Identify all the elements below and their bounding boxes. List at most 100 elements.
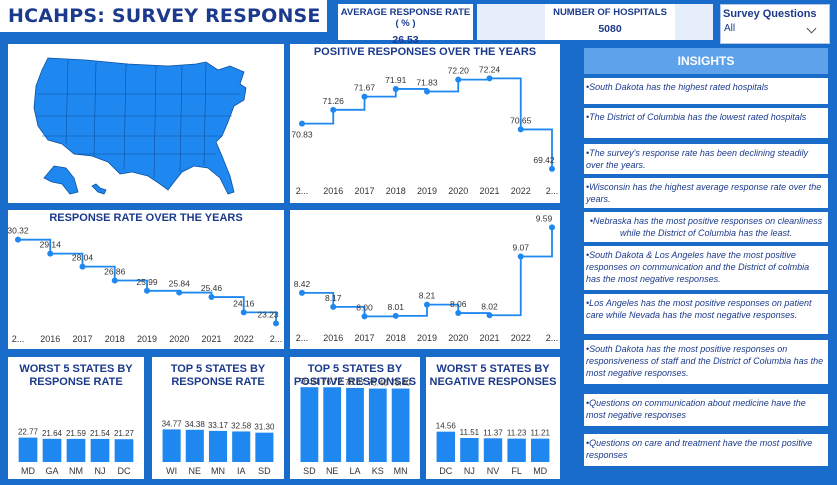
bar-value-label: 22.77 [18, 428, 39, 437]
bar [42, 438, 62, 462]
bar-category-label: NJ [464, 466, 475, 476]
bar [483, 438, 503, 462]
x-tick-label: 2020 [448, 333, 468, 343]
negative-responses-chart: 8.42 8.17 8.00 8.01 8.21 8.06 8.02 9.07 9.59 2...… [294, 213, 559, 343]
bar-category-label: NE [189, 466, 202, 476]
insight-item: •Los Angeles has the most positive respo… [584, 294, 828, 334]
x-tick-label: 2018 [386, 186, 406, 196]
data-point [424, 88, 430, 95]
worst-neg-title: WORST 5 STATES BY NEGATIVE RESPONSES [429, 363, 557, 388]
data-point [79, 263, 86, 270]
survey-questions-slicer[interactable]: Survey Questions All [720, 4, 830, 44]
kpi-hospitals-value: 5080 [598, 23, 622, 35]
bar-value-label: 21.59 [66, 429, 87, 438]
kpi-hospitals-label: NUMBER OF HOSPITALS [553, 7, 667, 18]
x-tick-label: 2019 [137, 334, 157, 344]
x-tick-label: 2022 [234, 334, 254, 344]
x-tick-label: 2019 [417, 333, 437, 343]
data-label: 25.46 [201, 283, 223, 293]
kpi-response-rate: AVERAGE RESPONSE RATE ( % ) 26.53 [338, 4, 473, 46]
data-point [176, 289, 183, 296]
data-label: 24.16 [233, 298, 255, 308]
bar [460, 438, 479, 462]
worst-neg-chart: 14.56 DC 11.51 NJ 11.37 NV 11.23 FL 11.21 MD [436, 422, 551, 476]
bar-value-label: 11.51 [460, 428, 480, 437]
bar [162, 429, 181, 462]
bar-category-label: LA [349, 466, 360, 476]
bar-value-label: 11.21 [530, 429, 550, 438]
positive-responses-chart: 70.83 71.26 71.67 71.91 71.83 72.20 72.24 70.65… [291, 64, 558, 196]
data-label: 71.26 [323, 96, 345, 106]
insights-title: INSIGHTS [584, 48, 828, 74]
worst-neg-panel: WORST 5 STATES BY NEGATIVE RESPONSES 14.… [426, 357, 560, 479]
data-label: 72.20 [448, 66, 470, 76]
data-label: 8.21 [419, 291, 436, 301]
data-point [549, 224, 555, 231]
bar-category-label: NM [69, 466, 83, 476]
bar-value-label: 11.37 [483, 428, 503, 437]
data-label: 8.42 [294, 279, 311, 289]
bar-category-label: IA [237, 466, 246, 476]
bar-category-label: MD [533, 466, 547, 476]
positive-responses-panel: POSITIVE RESPONSES OVER THE YEARS 70.83 7… [290, 44, 560, 203]
bar-value-label: 21.54 [90, 429, 111, 438]
title-panel: HCAHPS: SURVEY RESPONSE [0, 0, 327, 32]
bar [346, 387, 364, 462]
data-label: 72.24 [479, 64, 501, 74]
data-label: 8.00 [356, 302, 373, 312]
data-point [144, 287, 150, 294]
x-tick-label: 2020 [448, 186, 468, 196]
data-label: 29.14 [40, 240, 62, 250]
data-point [330, 106, 337, 113]
bar [436, 431, 456, 462]
data-point [486, 312, 493, 319]
bar [185, 429, 204, 462]
data-label: 8.17 [325, 293, 342, 303]
bar-value-label: 76.81 [299, 377, 320, 386]
x-tick-label: 2... [296, 186, 309, 196]
top-rr-chart: 34.77 WI 34.38 NE 33.17 MN 32.58 IA 31.30 SD [162, 419, 275, 476]
bar [208, 430, 228, 462]
kpi-response-rate-label: AVERAGE RESPONSE RATE ( % ) [340, 7, 471, 29]
bar-category-label: GA [45, 466, 58, 476]
slicer-selected-value[interactable]: All [724, 23, 736, 34]
bar [232, 431, 251, 462]
insight-item: •The District of Columbia has the lowest… [584, 108, 828, 138]
bar-value-label: 21.27 [114, 429, 135, 438]
insight-item: •Questions on communication about medici… [584, 394, 828, 426]
data-point [273, 320, 279, 327]
insight-item: •Wisconsin has the highest average respo… [584, 178, 828, 208]
slicer-label: Survey Questions [723, 8, 817, 20]
x-tick-label: 2021 [479, 186, 499, 196]
x-tick-label: 2017 [354, 186, 374, 196]
bar-category-label: MN [394, 466, 408, 476]
data-point [299, 289, 305, 296]
data-point [455, 76, 462, 83]
data-point [517, 253, 524, 260]
data-point [361, 93, 368, 100]
bar [90, 438, 110, 462]
bar [391, 388, 410, 462]
bar-value-label: 34.77 [162, 419, 183, 428]
data-label: 28.04 [72, 253, 94, 263]
x-tick-label: 2017 [354, 333, 374, 343]
data-label: 70.83 [291, 130, 313, 140]
data-label: 8.06 [450, 299, 467, 309]
insight-item: •Nebraska has the most positive response… [584, 212, 828, 242]
bar-value-label: 11.23 [507, 429, 527, 438]
data-point [47, 250, 54, 257]
insight-item: •South Dakota has the highest rated hosp… [584, 78, 828, 104]
x-tick-label: 2... [12, 334, 25, 344]
bar [507, 438, 526, 462]
data-label: 23.23 [257, 309, 279, 319]
data-label: 69.42 [533, 155, 555, 165]
data-label: 25.99 [136, 277, 158, 287]
data-point [361, 313, 368, 320]
bar [255, 432, 274, 462]
kpi-hospitals: NUMBER OF HOSPITALS 5080 [545, 4, 675, 40]
x-tick-label: 2016 [323, 333, 343, 343]
data-label: 71.91 [385, 75, 407, 85]
bar [530, 438, 550, 462]
usa-map-icon[interactable] [8, 44, 284, 203]
data-label: 8.02 [481, 301, 498, 311]
